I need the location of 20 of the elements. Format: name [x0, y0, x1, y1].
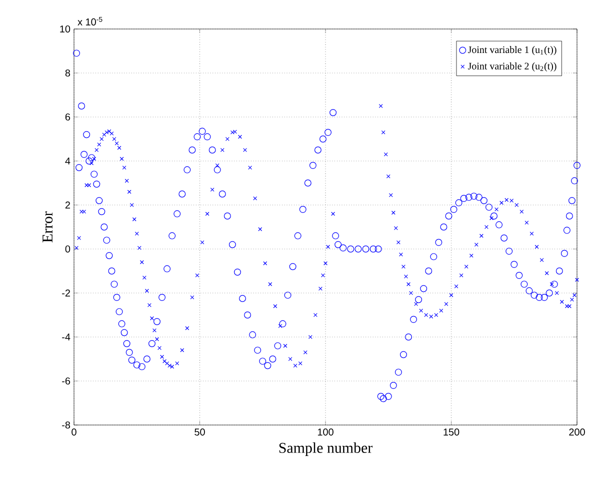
- y-tick-label: 8: [65, 69, 70, 77]
- x-axis-title: Sample number: [279, 442, 372, 456]
- y-axis-title: Error: [42, 211, 53, 242]
- y-tick-label: 10: [60, 25, 70, 33]
- x-tick-label: 0: [72, 428, 76, 436]
- y-tick-label: 2: [65, 202, 70, 208]
- legend-label: Joint variable 2 (u$_{2}$(t)): [468, 62, 556, 72]
- x-tick-label: 200: [569, 428, 585, 436]
- y-tick-label: -4: [62, 334, 70, 340]
- y-tick-label: 4: [65, 158, 70, 164]
- x-tick-label: 100: [318, 428, 334, 436]
- text: x 10$^{-5}$: [78, 16, 102, 26]
- y-tick-label: 0: [65, 245, 70, 253]
- y-tick-label: -2: [62, 290, 70, 296]
- x-tick-label: 150: [444, 428, 460, 436]
- y-tick-label: -8: [62, 421, 70, 429]
- x-tick-label: 50: [194, 428, 205, 436]
- y-tick-label: -6: [62, 377, 70, 385]
- y-tick-label: 6: [65, 113, 70, 121]
- legend-label: Joint variable 1 (u$_{1}$(t)): [468, 46, 556, 56]
